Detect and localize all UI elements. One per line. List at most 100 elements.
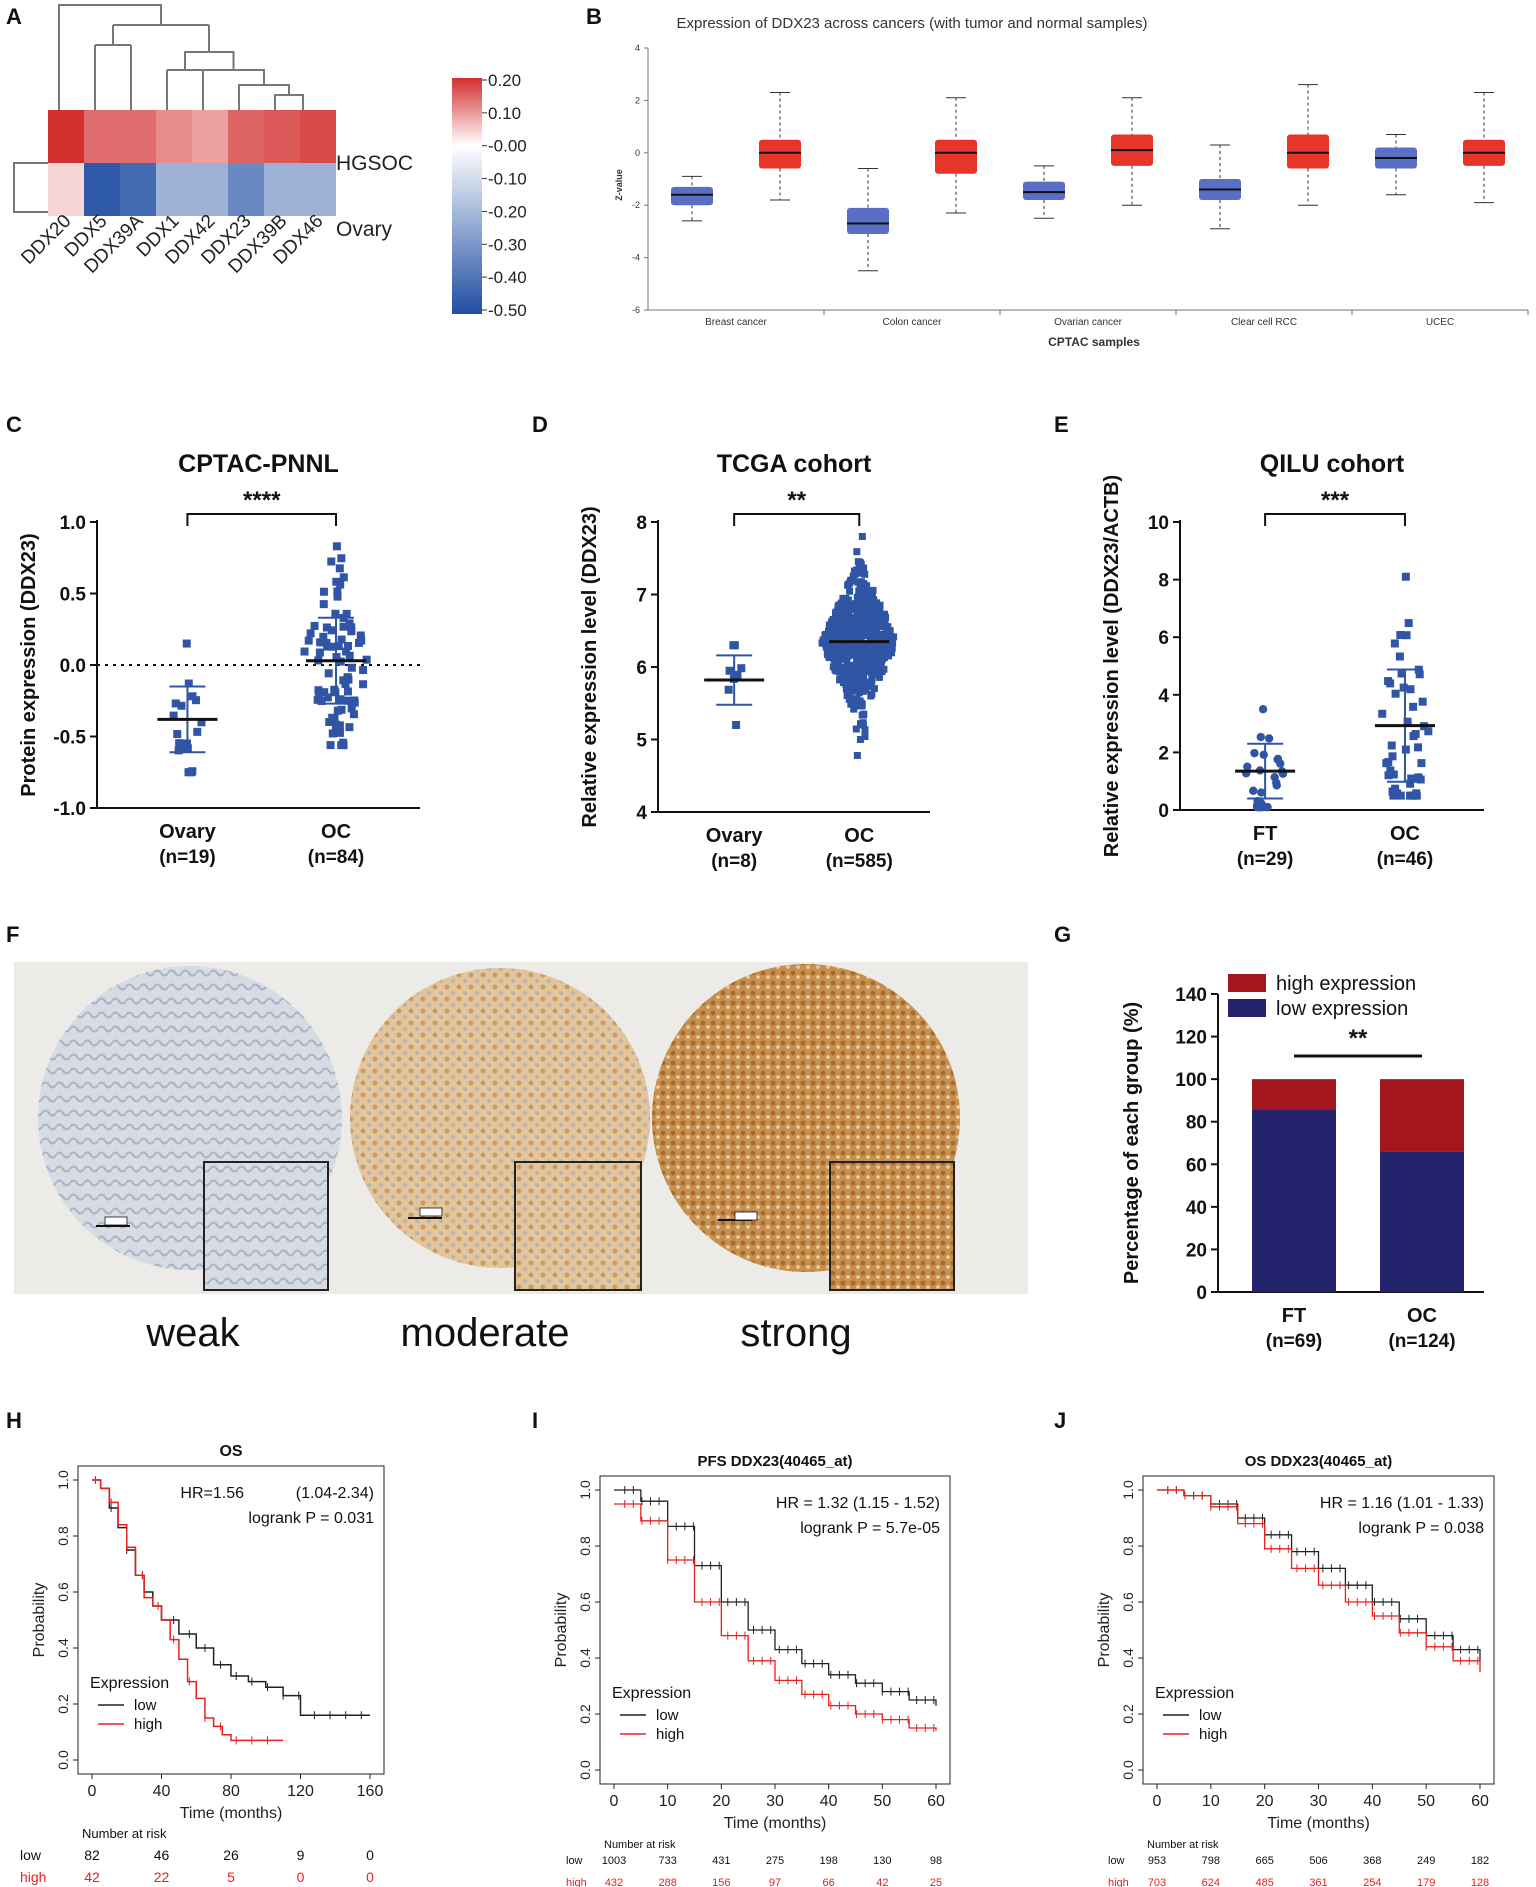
data-point (171, 699, 180, 708)
data-point (354, 638, 363, 647)
heatmap-cell (228, 110, 264, 163)
data-point (866, 649, 874, 657)
data-point (349, 710, 358, 719)
data-point (333, 587, 342, 596)
data-point (1402, 631, 1411, 640)
x-tick-label: 60 (1471, 1793, 1489, 1810)
chart-title: TCGA cohort (717, 450, 872, 478)
data-point (862, 678, 870, 686)
data-point (843, 692, 851, 700)
y-tick-label: 0.5 (60, 585, 87, 606)
y-tick-label: 10 (1148, 513, 1169, 534)
data-point (1250, 748, 1259, 758)
legend-label: high (656, 1726, 684, 1743)
x-tick-label: 30 (1310, 1793, 1328, 1810)
data-point (867, 603, 875, 611)
heatmap-cell (300, 110, 336, 163)
data-point (323, 693, 332, 702)
data-point (345, 619, 354, 628)
data-point (1407, 774, 1416, 783)
data-point (861, 598, 869, 606)
risk-table-value: 42 (876, 1877, 888, 1887)
data-point (314, 686, 323, 695)
data-point (724, 685, 733, 694)
data-point (337, 554, 346, 563)
data-point (839, 601, 847, 609)
data-point (838, 613, 846, 621)
y-tick-label: 0.0 (55, 1750, 71, 1770)
risk-table-value: 179 (1417, 1877, 1435, 1887)
data-point (1259, 750, 1268, 760)
chart-title: CPTAC-PNNL (178, 450, 339, 478)
data-point (830, 640, 838, 648)
data-point (197, 718, 206, 727)
data-point (872, 667, 880, 675)
data-point (1401, 572, 1410, 581)
colorbar-tick-label: 0.20 (488, 71, 521, 90)
chart-title: OS DDX23(40465_at) (1245, 1453, 1393, 1470)
data-point (868, 608, 876, 616)
risk-table-value: 182 (1471, 1855, 1489, 1867)
colorbar-tick-label: -0.10 (488, 170, 527, 189)
y-tick-label: -1.0 (53, 799, 86, 820)
data-point (853, 602, 861, 610)
panel-letter-c: C (6, 412, 22, 437)
data-point (861, 726, 869, 734)
y-tick-label: 6 (1158, 628, 1169, 649)
data-point (839, 618, 847, 626)
risk-table-row-label: low (566, 1855, 583, 1867)
colorbar-tick-label: 0.10 (488, 104, 521, 123)
data-point (832, 608, 840, 616)
risk-table-value: 9 (297, 1847, 305, 1863)
y-axis-label: Probability (1096, 1593, 1113, 1668)
risk-table-value: 361 (1309, 1877, 1327, 1887)
data-point (839, 594, 847, 602)
data-point (1396, 631, 1405, 640)
data-point (333, 706, 342, 715)
y-tick-label: 2 (635, 95, 640, 105)
panel-letter-a: A (6, 4, 22, 29)
group-label: OC (844, 825, 874, 847)
group-label: Ovarian cancer (1054, 317, 1122, 328)
x-tick-label: 50 (873, 1793, 891, 1810)
data-point (306, 629, 315, 638)
data-point (335, 564, 344, 573)
data-point (846, 616, 854, 624)
data-point (874, 640, 882, 648)
data-point (850, 576, 858, 584)
y-tick-label: -6 (632, 305, 640, 315)
data-point (1388, 752, 1397, 761)
data-point (862, 629, 870, 637)
ihc-core-weak (38, 966, 342, 1291)
data-point (331, 609, 340, 618)
data-point (345, 723, 354, 732)
y-tick-label: 0.6 (1120, 1592, 1136, 1612)
box-normal (1023, 181, 1065, 200)
data-point (322, 623, 331, 632)
colorbar-tick-label: -0.20 (488, 202, 527, 221)
y-tick-label: 0.2 (55, 1694, 71, 1714)
heatmap-cell (264, 110, 300, 163)
y-tick-label: 0 (1196, 1283, 1207, 1304)
y-tick-label: 0.0 (577, 1760, 593, 1780)
data-point (173, 730, 182, 739)
data-point (1399, 683, 1408, 692)
chart-title: OS (219, 1443, 242, 1460)
data-point (825, 625, 833, 633)
y-tick-label: 0.4 (55, 1638, 71, 1658)
data-point (1415, 670, 1424, 679)
risk-table-value: 66 (823, 1877, 835, 1887)
data-point (327, 642, 336, 651)
data-point (875, 659, 883, 667)
heatmap-cell (84, 163, 120, 216)
x-tick-label: 50 (1417, 1793, 1435, 1810)
risk-table-value: 368 (1363, 1855, 1381, 1867)
y-tick-label: 2 (1158, 743, 1169, 764)
heatmap-cell (228, 163, 264, 216)
data-point (339, 622, 348, 631)
y-tick-label: 5 (636, 731, 647, 752)
data-point (858, 533, 866, 540)
data-point (844, 652, 852, 660)
data-point (323, 642, 332, 651)
data-point (177, 701, 186, 710)
